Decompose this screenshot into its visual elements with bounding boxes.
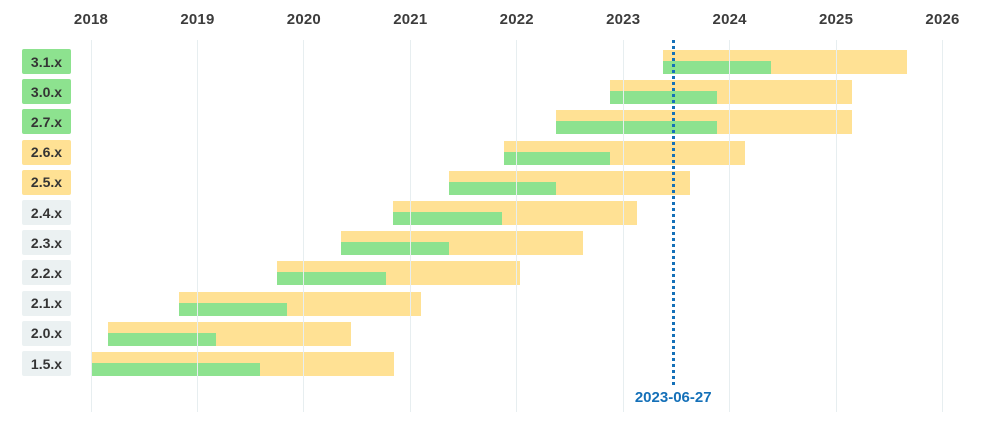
version-label-2.7.x: 2.7.x — [22, 109, 71, 135]
year-tick-label-2021: 2021 — [393, 11, 428, 28]
oss-support-bar-1.5.x — [91, 363, 261, 376]
gridline-2021 — [409, 40, 411, 412]
gridline-2026 — [942, 40, 943, 412]
oss-support-bar-2.3.x — [341, 242, 449, 256]
oss-support-bar-2.2.x — [277, 272, 386, 286]
year-tick-label-2023: 2023 — [606, 11, 641, 28]
year-tick-label-2024: 2024 — [712, 11, 747, 28]
oss-support-bar-2.1.x — [179, 302, 287, 316]
oss-support-bar-2.6.x — [503, 151, 611, 165]
gridline-2022 — [516, 40, 518, 412]
version-label-2.6.x: 2.6.x — [22, 139, 71, 165]
today-marker-line — [671, 40, 675, 388]
version-label-2.0.x: 2.0.x — [22, 320, 71, 346]
oss-support-bar-2.4.x — [393, 212, 502, 225]
version-label-2.3.x: 2.3.x — [22, 230, 71, 256]
version-label-3.1.x: 3.1.x — [22, 49, 71, 74]
year-tick-label-2022: 2022 — [499, 11, 534, 28]
version-label-3.0.x: 3.0.x — [22, 79, 71, 105]
year-tick-label-2018: 2018 — [73, 11, 109, 28]
gridline-2018 — [90, 40, 92, 412]
oss-support-bar-2.5.x — [448, 181, 557, 195]
year-tick-label-2026: 2026 — [925, 11, 960, 28]
gridline-2025 — [835, 40, 837, 412]
version-label-1.5.x: 1.5.x — [22, 351, 71, 376]
oss-support-bar-3.1.x — [662, 61, 772, 74]
version-label-2.4.x: 2.4.x — [22, 200, 71, 225]
gridline-2019 — [196, 40, 198, 412]
version-label-2.5.x: 2.5.x — [22, 169, 71, 195]
version-label-2.2.x: 2.2.x — [22, 260, 71, 286]
version-label-2.1.x: 2.1.x — [22, 290, 71, 316]
oss-support-bar-2.7.x — [556, 121, 717, 135]
oss-support-bar-3.0.x — [610, 91, 717, 105]
today-date-label: 2023-06-27 — [634, 389, 712, 406]
gridline-2023 — [622, 40, 624, 412]
year-tick-label-2020: 2020 — [286, 11, 321, 28]
gridline-2020 — [303, 40, 305, 412]
year-tick-label-2019: 2019 — [180, 11, 215, 28]
oss-support-bar-2.0.x — [108, 332, 216, 346]
year-tick-label-2025: 2025 — [818, 11, 854, 28]
gridline-2024 — [729, 40, 731, 412]
